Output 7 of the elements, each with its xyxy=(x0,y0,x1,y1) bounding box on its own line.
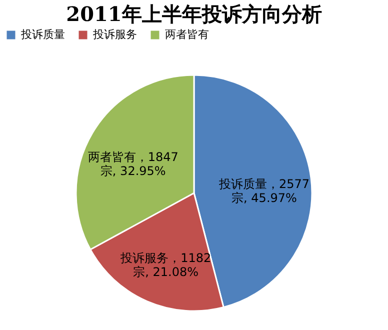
legend-label: 两者皆有 xyxy=(165,28,209,41)
chart-title: 2011年上半年投诉方向分析 xyxy=(66,2,322,26)
legend-label: 投诉质量 xyxy=(20,28,65,41)
legend-label: 投诉服务 xyxy=(92,28,137,41)
data-label: 两者皆有，1847 宗, 32.95% xyxy=(88,150,178,178)
data-label: 投诉服务，1182 宗, 21.08% xyxy=(120,250,212,279)
data-label: 投诉质量，2577 宗, 45.97% xyxy=(218,177,310,206)
